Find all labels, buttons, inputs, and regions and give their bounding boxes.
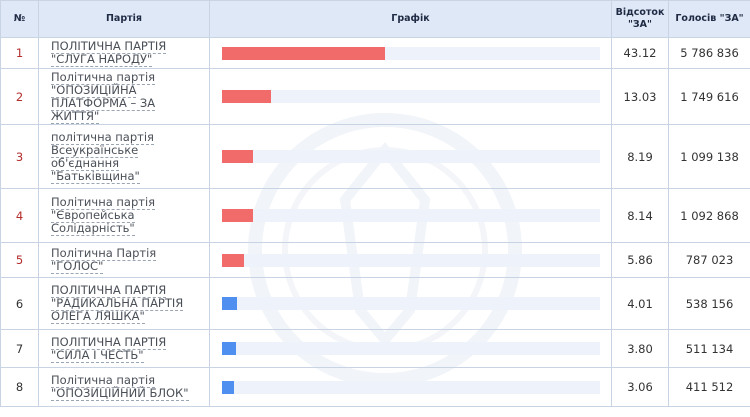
party-cell: політична партія Всеукраїнське об'єднанн… <box>38 124 210 189</box>
bar-fill <box>222 297 238 310</box>
party-name-link[interactable]: Політична партія "ОПОЗИЦІЙНА ПЛАТФОРМА –… <box>51 69 156 124</box>
party-cell: Політична Партія "ГОЛОС" <box>38 242 210 278</box>
row-number: 7 <box>0 329 39 368</box>
party-cell: Політична партія "ОПОЗИЦІЙНА ПЛАТФОРМА –… <box>38 68 210 125</box>
column-header-votes[interactable]: Голосів "ЗА" <box>668 0 750 38</box>
party-name-link[interactable]: ПОЛІТИЧНА ПАРТІЯ "СИЛА І ЧЕСТЬ" <box>51 334 167 363</box>
results-table: № Партія Графік Відсоток "ЗА" Голосів "З… <box>0 0 750 407</box>
table-row: 3 політична партія Всеукраїнське об'єднан… <box>0 124 750 189</box>
graph-cell <box>209 277 612 330</box>
bar-fill <box>222 380 234 394</box>
party-cell: Політична партія "ОПОЗИЦІЙНИЙ БЛОК" <box>38 367 210 407</box>
table-row: 4 Політична партія "Європейська Солідарні… <box>0 188 750 243</box>
party-cell: ПОЛІТИЧНА ПАРТІЯ "СЛУГА НАРОДУ" <box>38 37 210 69</box>
bar-track <box>222 380 600 394</box>
percent-value: 3.06 <box>611 367 669 407</box>
party-name-link[interactable]: Політична партія "ОПОЗИЦІЙНИЙ БЛОК" <box>51 373 189 401</box>
bar-fill <box>222 46 385 60</box>
graph-cell <box>209 188 612 243</box>
bar-track <box>222 297 600 310</box>
table-row: 1 ПОЛІТИЧНА ПАРТІЯ "СЛУГА НАРОДУ" 43.12 5 7… <box>0 37 750 69</box>
row-number: 2 <box>0 68 39 125</box>
votes-value: 1 092 868 <box>668 188 750 243</box>
column-header-number[interactable]: № <box>0 0 39 38</box>
votes-value: 538 156 <box>668 277 750 330</box>
column-header-party[interactable]: Партія <box>38 0 210 38</box>
table-row: 6 ПОЛІТИЧНА ПАРТІЯ "РАДИКАЛЬНА ПАРТІЯ ОЛЕ… <box>0 277 750 330</box>
column-header-graph[interactable]: Графік <box>209 0 612 38</box>
party-name-link[interactable]: ПОЛІТИЧНА ПАРТІЯ "СЛУГА НАРОДУ" <box>51 39 167 67</box>
bar-track <box>222 253 600 267</box>
bar-fill <box>222 209 253 222</box>
row-number: 6 <box>0 277 39 330</box>
row-number: 3 <box>0 124 39 189</box>
bar-fill <box>222 150 253 163</box>
votes-value: 787 023 <box>668 242 750 278</box>
percent-value: 8.19 <box>611 124 669 189</box>
percent-value: 3.80 <box>611 329 669 368</box>
votes-value: 1 099 138 <box>668 124 750 189</box>
bar-track <box>222 342 600 355</box>
percent-value: 5.86 <box>611 242 669 278</box>
party-name-link[interactable]: Політична Партія "ГОЛОС" <box>51 246 157 274</box>
graph-cell <box>209 124 612 189</box>
bar-fill <box>222 90 272 103</box>
party-cell: ПОЛІТИЧНА ПАРТІЯ "СИЛА І ЧЕСТЬ" <box>38 329 210 368</box>
party-name-link[interactable]: ПОЛІТИЧНА ПАРТІЯ "РАДИКАЛЬНА ПАРТІЯ ОЛЕГ… <box>51 283 184 324</box>
bar-fill <box>222 253 245 267</box>
graph-cell <box>209 68 612 125</box>
column-header-percent[interactable]: Відсоток "ЗА" <box>611 0 669 38</box>
row-number: 1 <box>0 37 39 69</box>
percent-value: 13.03 <box>611 68 669 125</box>
graph-cell <box>209 329 612 368</box>
table-row: 2 Політична партія "ОПОЗИЦІЙНА ПЛАТФОРМА … <box>0 68 750 125</box>
bar-track <box>222 209 600 222</box>
table-header-row: № Партія Графік Відсоток "ЗА" Голосів "З… <box>0 0 750 38</box>
table-row: 7 ПОЛІТИЧНА ПАРТІЯ "СИЛА І ЧЕСТЬ" 3.80 511 … <box>0 329 750 368</box>
graph-cell <box>209 37 612 69</box>
votes-value: 511 134 <box>668 329 750 368</box>
bar-track <box>222 150 600 163</box>
votes-value: 1 749 616 <box>668 68 750 125</box>
percent-value: 8.14 <box>611 188 669 243</box>
row-number: 4 <box>0 188 39 243</box>
table-row: 5 Політична Партія "ГОЛОС" 5.86 787 023 <box>0 242 750 278</box>
party-name-link[interactable]: політична партія Всеукраїнське об'єднанн… <box>51 129 154 184</box>
party-cell: ПОЛІТИЧНА ПАРТІЯ "РАДИКАЛЬНА ПАРТІЯ ОЛЕГ… <box>38 277 210 330</box>
graph-cell <box>209 367 612 407</box>
votes-value: 5 786 836 <box>668 37 750 69</box>
bar-track <box>222 90 600 103</box>
votes-value: 411 512 <box>668 367 750 407</box>
percent-value: 43.12 <box>611 37 669 69</box>
table-row: 8 Політична партія "ОПОЗИЦІЙНИЙ БЛОК" 3.06… <box>0 367 750 407</box>
percent-value: 4.01 <box>611 277 669 330</box>
bar-track <box>222 46 600 60</box>
row-number: 8 <box>0 367 39 407</box>
graph-cell <box>209 242 612 278</box>
party-name-link[interactable]: Політична партія "Європейська Солідарніс… <box>51 195 156 236</box>
row-number: 5 <box>0 242 39 278</box>
party-cell: Політична партія "Європейська Солідарніс… <box>38 188 210 243</box>
bar-fill <box>222 342 237 355</box>
